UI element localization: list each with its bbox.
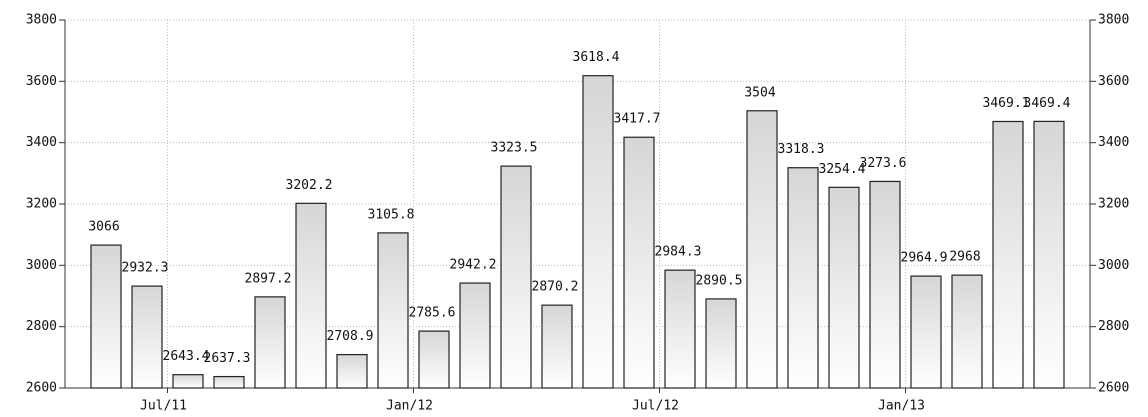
data-label: 2785.6	[409, 306, 456, 321]
data-label: 3323.5	[491, 141, 538, 156]
bar	[459, 282, 491, 389]
bar	[500, 165, 532, 389]
y-tick-label: 3000	[26, 258, 57, 273]
data-label: 3066	[88, 220, 119, 235]
y2-tick-label: 3400	[1098, 135, 1129, 150]
bar	[295, 202, 327, 389]
bar	[623, 136, 655, 389]
y-tick-label: 3800	[26, 13, 57, 28]
x-tick-label: Jan/13	[878, 399, 925, 414]
bar	[336, 354, 368, 389]
data-label: 2932.3	[122, 261, 169, 276]
y2-tick-label: 2800	[1098, 319, 1129, 334]
data-label: 3254.4	[819, 162, 866, 177]
bar	[418, 330, 450, 389]
data-label: 2897.2	[245, 271, 292, 286]
bar	[787, 167, 819, 389]
y-tick-label: 3200	[26, 197, 57, 212]
y-tick-label: 3600	[26, 74, 57, 89]
bar	[131, 285, 163, 389]
bar	[582, 75, 614, 389]
data-label: 3504	[744, 85, 775, 100]
bar	[254, 296, 286, 389]
x-tick-label: Jul/11	[140, 399, 187, 414]
data-label: 2870.2	[532, 280, 579, 295]
bar	[910, 275, 942, 389]
y-tick-label: 3400	[26, 135, 57, 150]
y-tick-label: 2600	[26, 381, 57, 396]
bar	[541, 304, 573, 389]
bar	[172, 374, 204, 389]
bar	[377, 232, 409, 389]
bar	[1033, 120, 1065, 389]
bar	[951, 274, 983, 389]
data-label: 2942.2	[450, 258, 497, 273]
bar	[664, 269, 696, 389]
data-label: 3417.7	[614, 112, 661, 127]
data-label: 3105.8	[368, 207, 415, 222]
bar	[746, 110, 778, 389]
y2-tick-label: 3600	[1098, 74, 1129, 89]
bar	[992, 120, 1024, 389]
y2-tick-label: 2600	[1098, 381, 1129, 396]
bar	[705, 298, 737, 389]
data-label: 3273.6	[860, 156, 907, 171]
data-label: 3618.4	[573, 50, 620, 65]
data-label: 2968	[949, 250, 980, 265]
data-label: 2643.4	[163, 349, 210, 364]
data-label: 2708.9	[327, 329, 374, 344]
data-label: 3469.4	[1024, 96, 1071, 111]
data-label: 2637.3	[204, 351, 251, 366]
y2-tick-label: 3000	[1098, 258, 1129, 273]
x-tick-label: Jul/12	[632, 399, 679, 414]
x-tick-label: Jan/12	[386, 399, 433, 414]
y2-tick-label: 3800	[1098, 13, 1129, 28]
y2-tick-label: 3200	[1098, 197, 1129, 212]
data-label: 2964.9	[901, 251, 948, 266]
bar	[90, 244, 122, 389]
data-label: 2890.5	[696, 273, 743, 288]
bar	[869, 180, 901, 389]
y-tick-label: 2800	[26, 319, 57, 334]
data-label: 2984.3	[655, 245, 702, 260]
bar	[213, 375, 245, 389]
data-label: 3318.3	[778, 142, 825, 157]
data-label: 3469.1	[983, 96, 1030, 111]
bar	[828, 186, 860, 389]
data-label: 3202.2	[286, 178, 333, 193]
